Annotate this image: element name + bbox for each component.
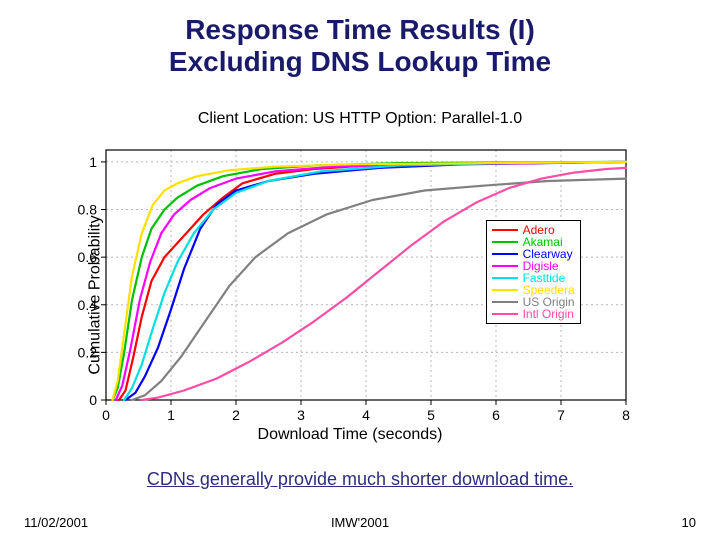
svg-text:2: 2 [232,407,240,423]
svg-text:5: 5 [427,407,435,423]
svg-text:0.8: 0.8 [78,202,98,218]
title-line1: Response Time Results (I) [0,14,720,46]
caption-band: CDNs generally provide much shorter down… [24,465,696,494]
x-axis-label: Download Time (seconds) [50,426,650,444]
svg-text:0.2: 0.2 [78,344,98,360]
legend-swatch [492,277,518,279]
slide-title: Response Time Results (I) Excluding DNS … [0,14,720,78]
footer-page: 10 [682,515,696,530]
legend-swatch [492,289,518,291]
svg-text:1: 1 [89,154,97,170]
legend-swatch [492,301,518,303]
cdf-chart: Cumulative Probability 01234567800.20.40… [50,140,650,450]
svg-text:0.6: 0.6 [78,249,98,265]
svg-text:0: 0 [89,392,97,408]
legend-swatch [492,253,518,255]
legend-swatch [492,313,518,315]
legend-swatch [492,241,518,243]
title-line2: Excluding DNS Lookup Time [0,46,720,78]
footer-date: 11/02/2001 [24,515,88,530]
footer-venue: IMW'2001 [331,515,389,530]
legend-swatch [492,265,518,267]
svg-text:8: 8 [622,407,630,423]
svg-text:0: 0 [102,407,110,423]
svg-text:6: 6 [492,407,500,423]
svg-text:0.4: 0.4 [78,297,98,313]
svg-text:7: 7 [557,407,565,423]
legend-swatch [492,229,518,231]
chart-subtitle: Client Location: US HTTP Option: Paralle… [0,110,720,128]
svg-text:1: 1 [167,407,175,423]
svg-text:4: 4 [362,407,370,423]
legend-box: AderoAkamaiClearwayDigisleFasttideSpeede… [486,220,581,324]
legend-label: Intl Origin [523,308,574,320]
legend-item: Intl Origin [492,308,575,320]
svg-text:3: 3 [297,407,305,423]
